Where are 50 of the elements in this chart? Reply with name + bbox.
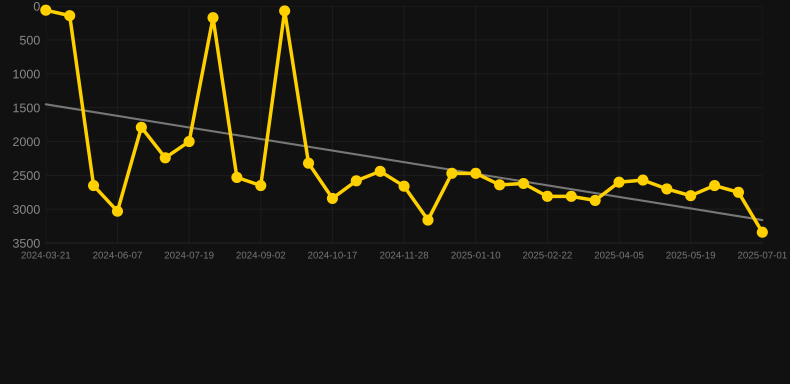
point (207, 12, 219, 24)
point (590, 194, 601, 206)
point (231, 172, 242, 183)
point (613, 176, 625, 188)
x-tick-label: 2024-09-02 (236, 252, 286, 259)
x-tick-label: 2025-07-01 (738, 252, 787, 259)
x-tick-label: 2024-10-17 (308, 252, 357, 259)
x-tick-label: 2025-05-19 (666, 252, 716, 259)
point (661, 183, 672, 194)
y-tick-label: 0 (34, 2, 40, 11)
point (756, 226, 768, 238)
point (279, 5, 290, 16)
y-tick-label: 3000 (12, 205, 40, 214)
y-tick-label: 500 (20, 36, 40, 45)
point (302, 158, 314, 169)
y-tick-label: 3500 (12, 238, 40, 248)
x-tick-label: 2025-01-10 (451, 252, 500, 259)
point (446, 168, 458, 179)
y-tick-label: 1500 (13, 103, 40, 112)
point (422, 214, 434, 226)
point (136, 122, 147, 133)
point (542, 190, 553, 202)
x-tick-label: 2025-02-22 (523, 252, 572, 259)
point (398, 180, 410, 192)
point (709, 180, 720, 192)
point (88, 180, 100, 192)
y-tick-label: 1000 (13, 70, 40, 78)
point (518, 178, 530, 190)
point (374, 166, 386, 177)
x-tick-label: 2024-06-07 (93, 252, 142, 259)
x-tick-label: 2024-11-28 (380, 252, 428, 259)
y-tick-label: 2500 (13, 171, 40, 180)
point (494, 179, 506, 190)
x-tick-label: 2024-07-19 (164, 252, 214, 259)
x-tick-label: 2024-03-21 (21, 252, 70, 259)
point (160, 152, 171, 164)
point (112, 206, 124, 217)
point (255, 180, 266, 192)
y-tick-label: 2000 (13, 137, 40, 146)
point (40, 4, 52, 16)
point (637, 174, 648, 186)
point (184, 136, 195, 148)
point (566, 190, 577, 202)
x-tick-label: 2025-04-05 (594, 252, 644, 259)
point (732, 186, 744, 198)
point (64, 10, 76, 22)
point (685, 190, 696, 202)
point (470, 168, 482, 179)
point (326, 192, 338, 204)
point (350, 175, 362, 186)
